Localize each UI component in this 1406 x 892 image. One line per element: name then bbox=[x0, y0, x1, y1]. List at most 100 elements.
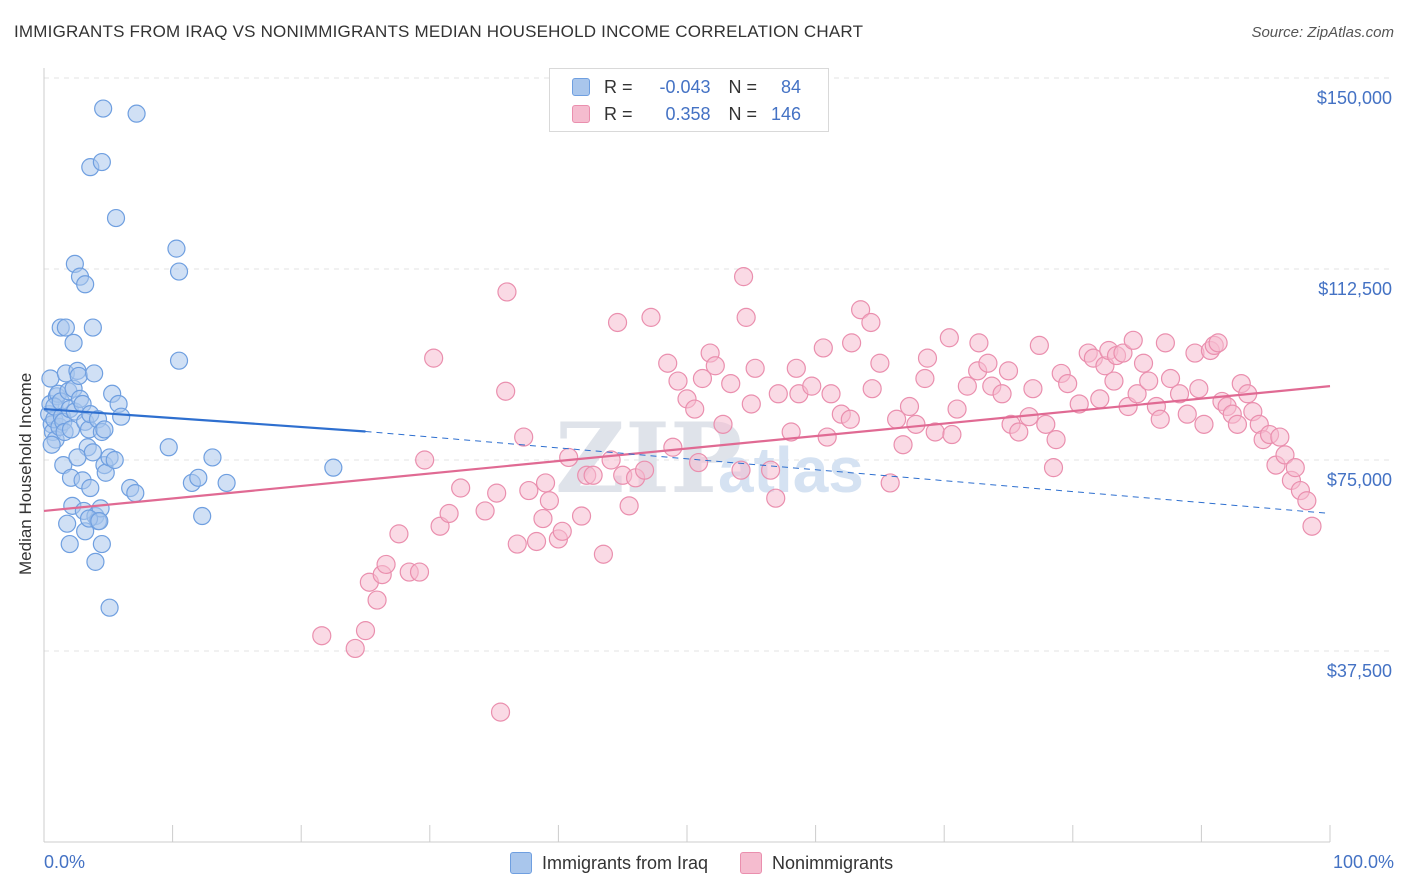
nonimmigrants-point bbox=[1043, 458, 1064, 478]
nonimmigrants-point bbox=[1302, 516, 1322, 536]
legend-r-value: -0.043 bbox=[659, 76, 711, 97]
nonimmigrants-point bbox=[668, 371, 688, 391]
iraq-point bbox=[169, 351, 189, 370]
nonimmigrants-point bbox=[1275, 445, 1295, 465]
nonimmigrants-point bbox=[1104, 371, 1124, 391]
nonimmigrants-point bbox=[439, 503, 459, 524]
y-tick-label: $150,000 bbox=[1317, 88, 1392, 108]
iraq-point bbox=[90, 512, 109, 531]
iraq-point bbox=[64, 333, 83, 352]
nonimmigrants-point bbox=[1133, 353, 1154, 373]
nonimmigrants-point bbox=[947, 399, 967, 419]
nonimmigrants-point bbox=[1069, 394, 1089, 414]
nonimmigrants-point bbox=[415, 450, 435, 470]
nonimmigrants-point bbox=[497, 282, 517, 302]
nonimmigrants-point bbox=[978, 353, 998, 373]
iraq-point bbox=[189, 468, 208, 487]
chart-source: Source: ZipAtlas.com bbox=[1251, 24, 1394, 41]
nonimmigrants-point bbox=[1123, 330, 1143, 350]
nonimmigrants-point bbox=[1169, 384, 1190, 404]
nonimmigrants-point bbox=[663, 437, 683, 457]
nonimmigrants-point bbox=[1046, 430, 1066, 450]
nonimmigrants-point bbox=[906, 414, 926, 434]
nonimmigrants-point bbox=[1029, 335, 1049, 355]
iraq-point bbox=[58, 514, 77, 533]
iraq-point bbox=[100, 598, 119, 617]
iraq-points bbox=[40, 99, 343, 617]
trend-lines bbox=[43, 385, 1331, 514]
nonimmigrants-point bbox=[552, 521, 572, 541]
nonimmigrants-point bbox=[957, 376, 977, 396]
nonimmigrants-point bbox=[862, 379, 882, 399]
nonimmigrants-point bbox=[713, 414, 733, 434]
nonimmigrants-point bbox=[721, 374, 741, 394]
nonimmigrants-point bbox=[601, 450, 621, 470]
nonimmigrants-point bbox=[507, 534, 527, 554]
iraq-point bbox=[61, 420, 81, 439]
legend-row-iraq: R = -0.043 N = 84 bbox=[572, 75, 801, 99]
nonimmigrants-point bbox=[355, 621, 376, 641]
nonimmigrants-point bbox=[760, 460, 781, 480]
iraq-point bbox=[83, 318, 102, 337]
iraq-point bbox=[81, 478, 100, 498]
y-tick-label: $112,500 bbox=[1318, 279, 1392, 299]
iraq-point bbox=[324, 458, 343, 477]
nonimmigrants-point bbox=[451, 478, 471, 498]
series-legend: Immigrants from Iraq Nonimmigrants bbox=[510, 852, 925, 874]
nonimmigrants-point bbox=[1155, 333, 1175, 353]
nonimmigrants-point bbox=[1189, 379, 1209, 399]
nonimmigrants-point bbox=[733, 267, 754, 287]
nonimmigrants-point bbox=[475, 501, 495, 521]
legend-n-label: N = bbox=[728, 76, 758, 97]
legend-item-nonimmigrants[interactable]: Nonimmigrants bbox=[740, 852, 893, 874]
iraq-point bbox=[95, 420, 114, 439]
nonimmigrants-point bbox=[899, 396, 920, 417]
legend-r-value: 0.358 bbox=[665, 103, 711, 124]
nonimmigrants-point bbox=[1208, 333, 1228, 353]
nonimmigrants-point bbox=[658, 353, 678, 373]
y-tick-label: $37,500 bbox=[1327, 661, 1392, 681]
nonimmigrants-point bbox=[345, 638, 365, 659]
iraq-point bbox=[41, 369, 60, 388]
nonimmigrants-point bbox=[607, 312, 628, 333]
iraq-point bbox=[127, 104, 146, 123]
x-max-label: 100.0% bbox=[1332, 852, 1394, 872]
nonimmigrants-point bbox=[1297, 491, 1317, 511]
nonimmigrants-point bbox=[1160, 368, 1181, 389]
nonimmigrants-point bbox=[802, 376, 822, 396]
nonimmigrants-point bbox=[571, 506, 592, 526]
nonimmigrants-point bbox=[583, 465, 603, 485]
nonimmigrants-point bbox=[745, 358, 765, 378]
legend-item-iraq[interactable]: Immigrants from Iraq bbox=[510, 852, 708, 874]
legend-swatch-blue bbox=[572, 78, 590, 96]
nonimmigrants-point bbox=[998, 361, 1019, 381]
nonimmigrants-point bbox=[559, 447, 579, 468]
nonimmigrants-point bbox=[1285, 458, 1305, 478]
nonimmigrants-point bbox=[741, 394, 761, 414]
nonimmigrants-point bbox=[487, 483, 507, 503]
iraq-point bbox=[69, 366, 88, 386]
legend-swatch-blue bbox=[510, 852, 532, 874]
nonimmigrants-point bbox=[409, 562, 430, 582]
iraq-point bbox=[85, 364, 104, 383]
nonimmigrants-point bbox=[1194, 414, 1214, 434]
nonimmigrants-point bbox=[641, 307, 661, 327]
nonimmigrants-points bbox=[312, 267, 1322, 722]
nonimmigrants-point bbox=[593, 544, 614, 564]
nonimmigrants-point bbox=[539, 491, 559, 511]
iraq-point bbox=[203, 448, 222, 467]
nonimmigrants-point bbox=[842, 333, 862, 353]
nonimmigrants-point bbox=[915, 368, 935, 389]
x-min-label: 0.0% bbox=[44, 852, 86, 872]
nonimmigrants-point bbox=[768, 384, 788, 404]
iraq-point bbox=[217, 473, 236, 493]
nonimmigrants-point bbox=[813, 338, 833, 358]
nonimmigrants-point bbox=[1127, 384, 1147, 404]
nonimmigrants-point bbox=[917, 348, 938, 368]
iraq-trend-line-dashed bbox=[365, 430, 1331, 514]
iraq-point bbox=[76, 275, 95, 294]
legend-n-label: N = bbox=[728, 103, 758, 124]
nonimmigrants-point bbox=[685, 399, 705, 419]
nonimmigrants-point bbox=[870, 353, 890, 373]
